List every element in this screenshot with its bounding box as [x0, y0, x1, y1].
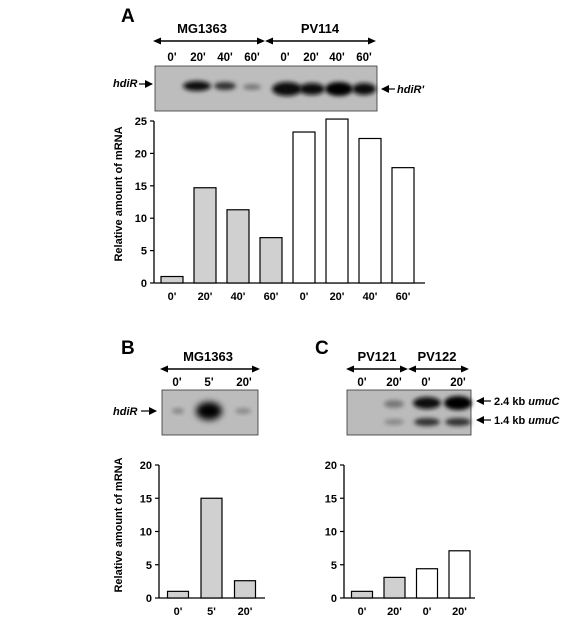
x-tick-label: 0': [358, 606, 367, 618]
strain-bracket-mg1363-b: [160, 365, 260, 373]
chart-b: 0 5 10 15 20 0' 5' 20': [140, 460, 265, 618]
blot-label-hdir-prime: hdiR': [397, 84, 424, 96]
y-tick-label: 5: [141, 246, 147, 258]
strain-bracket-pv122: [408, 365, 469, 373]
blot-lane-label: 20': [386, 377, 402, 389]
band-size: 1.4 kb: [494, 415, 525, 427]
x-tick-label: 20': [238, 606, 253, 618]
y-tick-label: 5: [146, 560, 152, 572]
bar: [292, 131, 316, 284]
bar: [383, 576, 406, 599]
panel-c: C PV121 PV122 0' 20' 0' 20': [315, 338, 560, 618]
panel-letter-b: B: [121, 338, 135, 359]
x-tick-label: 20': [387, 606, 402, 618]
x-tick-label: 60': [396, 291, 411, 303]
strain-label-mg1363-a: MG1363: [177, 21, 227, 36]
bar: [200, 497, 223, 599]
x-tick-label: 60': [264, 291, 279, 303]
x-tick-label: 20': [452, 606, 467, 618]
band-size: 2.4 kb: [494, 396, 525, 408]
blot-label-hdir-a: hdiR: [113, 78, 137, 90]
blot-lane-label: 0': [167, 52, 176, 64]
x-tick-label: 0': [168, 291, 177, 303]
panel-letter-a: A: [121, 6, 135, 27]
northern-blot-a: [154, 65, 378, 112]
strain-bracket-pv114: [265, 37, 376, 45]
blot-lane-label: 0': [280, 52, 289, 64]
x-tick-label: 0': [174, 606, 183, 618]
x-tick-label: 0': [300, 291, 309, 303]
blot-lane-label: 20': [303, 52, 319, 64]
blot-lane-labels-a: 0' 20' 40' 60' 0' 20' 40' 60': [167, 52, 372, 64]
blot-lane-label: 20': [236, 377, 252, 389]
y-tick-label: 10: [325, 527, 337, 539]
x-tick-label: 5': [207, 606, 216, 618]
bar: [233, 580, 257, 599]
y-tick-label: 20: [140, 460, 152, 472]
panel-a: A MG1363 PV114 0' 20' 40' 60' 0' 20' 40'…: [113, 6, 425, 303]
y-tick-label: 15: [325, 493, 337, 505]
blot-lane-labels-c: 0' 20' 0' 20': [357, 377, 466, 389]
strain-bracket-mg1363-a: [153, 37, 265, 45]
blot-lane-label: 20': [190, 52, 206, 64]
bar: [226, 209, 250, 284]
panel-letter-c: C: [315, 338, 329, 359]
y-tick-label: 0: [141, 278, 147, 290]
bar: [350, 590, 374, 599]
strain-label-pv121: PV121: [357, 349, 396, 364]
strain-bracket-pv121: [346, 365, 408, 373]
bar: [391, 167, 415, 284]
x-tick-label: 40': [231, 291, 246, 303]
blot-lane-label: 0': [172, 377, 181, 389]
band-label-2-4kb: 2.4 kb umuC: [494, 396, 560, 408]
panel-b: B MG1363 0' 5' 20' hdiR Relative amount …: [113, 338, 265, 618]
blot-lane-labels-b: 0' 5' 20': [172, 377, 252, 389]
blot-lane-label: 0': [357, 377, 366, 389]
x-tick-label: 20': [198, 291, 213, 303]
blot-label-hdir-b: hdiR: [113, 406, 137, 418]
y-tick-label: 15: [135, 181, 147, 193]
bar: [448, 550, 471, 599]
blot-lane-label: 40': [217, 52, 233, 64]
x-tick-label: 20': [330, 291, 345, 303]
bar: [166, 590, 190, 599]
strain-label-mg1363-b: MG1363: [183, 349, 233, 364]
northern-blot-c: [346, 389, 472, 436]
band-gene: umuC: [528, 415, 560, 427]
blot-lane-label: 40': [329, 52, 345, 64]
strain-label-pv114: PV114: [301, 21, 340, 36]
y-tick-label: 15: [140, 493, 152, 505]
blot-lane-label: 60': [244, 52, 260, 64]
chart-a-ylabel: Relative amount of mRNA: [113, 126, 125, 261]
x-tick-label: 0': [423, 606, 432, 618]
bar: [193, 187, 217, 284]
blot-lane-label: 0': [421, 377, 430, 389]
bar: [358, 137, 382, 284]
y-tick-label: 25: [135, 116, 147, 128]
blot-lane-label: 20': [450, 377, 466, 389]
y-tick-label: 20: [325, 460, 337, 472]
blot-lane-label: 60': [356, 52, 372, 64]
y-tick-label: 10: [140, 527, 152, 539]
northern-blot-b: [161, 389, 259, 436]
chart-c: 0 5 10 15 20 0' 20' 0' 20': [325, 460, 475, 618]
bar: [415, 568, 439, 599]
band-label-1-4kb: 1.4 kb umuC: [494, 415, 560, 427]
bar: [259, 237, 283, 284]
chart-a: 0 5 10 15 20 25 0' 20' 40' 60' 0' 20' 40' 60': [135, 116, 425, 303]
y-tick-label: 0: [331, 593, 337, 605]
bar: [160, 275, 184, 284]
y-tick-label: 5: [331, 560, 337, 572]
bar: [325, 118, 349, 284]
y-tick-label: 0: [146, 593, 152, 605]
x-tick-label: 40': [363, 291, 378, 303]
y-tick-label: 20: [135, 148, 147, 160]
band-gene: umuC: [528, 396, 560, 408]
blot-lane-label: 5': [204, 377, 213, 389]
chart-b-ylabel: Relative amount of mRNA: [113, 457, 125, 592]
strain-label-pv122: PV122: [417, 349, 456, 364]
y-tick-label: 10: [135, 213, 147, 225]
